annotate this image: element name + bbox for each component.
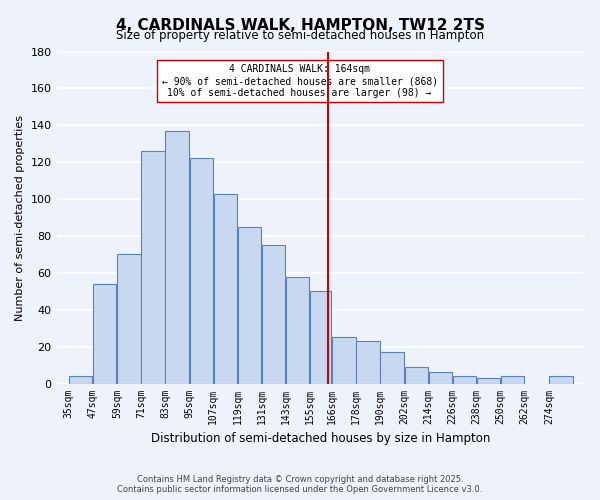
Bar xyxy=(117,254,140,384)
Bar xyxy=(141,151,164,384)
Bar xyxy=(310,292,331,384)
Bar xyxy=(93,284,116,384)
Bar xyxy=(332,338,356,384)
Bar xyxy=(262,245,285,384)
Bar xyxy=(477,378,500,384)
Bar xyxy=(501,376,524,384)
Bar xyxy=(286,276,310,384)
Bar xyxy=(69,376,92,384)
Bar xyxy=(380,352,404,384)
Bar xyxy=(549,376,572,384)
Bar xyxy=(166,131,189,384)
Bar xyxy=(238,227,261,384)
Text: 4, CARDINALS WALK, HAMPTON, TW12 2TS: 4, CARDINALS WALK, HAMPTON, TW12 2TS xyxy=(115,18,485,32)
Bar xyxy=(214,194,237,384)
Bar xyxy=(190,158,213,384)
Text: 4 CARDINALS WALK: 164sqm
← 90% of semi-detached houses are smaller (868)
10% of : 4 CARDINALS WALK: 164sqm ← 90% of semi-d… xyxy=(161,64,438,98)
X-axis label: Distribution of semi-detached houses by size in Hampton: Distribution of semi-detached houses by … xyxy=(151,432,490,445)
Text: Size of property relative to semi-detached houses in Hampton: Size of property relative to semi-detach… xyxy=(116,29,484,42)
Bar xyxy=(356,341,380,384)
Text: Contains HM Land Registry data © Crown copyright and database right 2025.
Contai: Contains HM Land Registry data © Crown c… xyxy=(118,474,482,494)
Bar xyxy=(428,372,452,384)
Y-axis label: Number of semi-detached properties: Number of semi-detached properties xyxy=(15,114,25,320)
Bar xyxy=(453,376,476,384)
Bar xyxy=(404,367,428,384)
